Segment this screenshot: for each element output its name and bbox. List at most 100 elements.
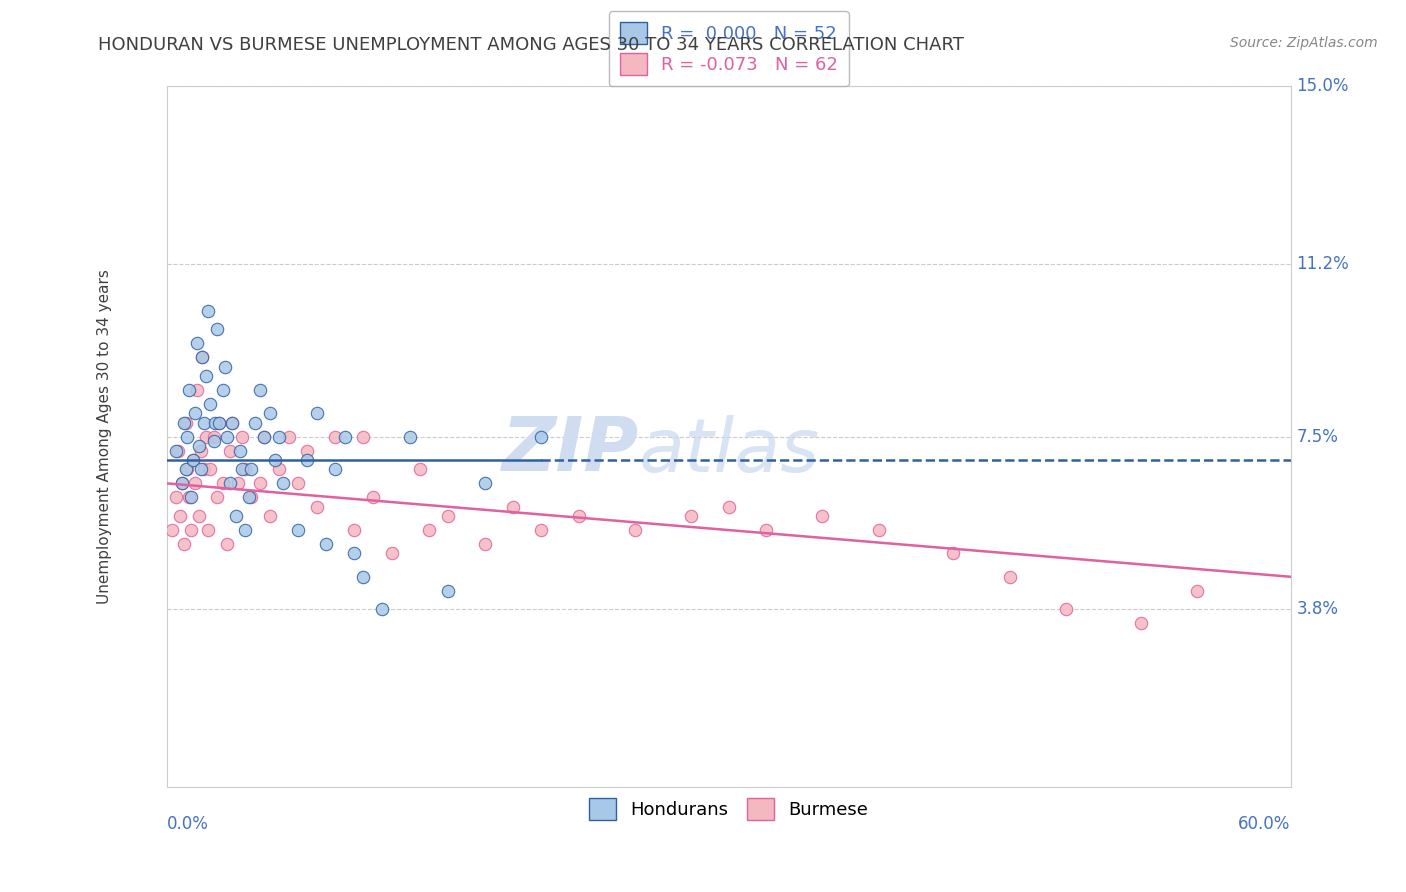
Point [198,462,221,476]
Point [180,523,202,537]
Point [1129,616,1152,631]
Text: 15.0%: 15.0% [1296,78,1348,95]
Point [165,491,187,505]
Point [624,523,647,537]
Point [942,546,965,560]
Point [343,546,366,560]
Point [195,368,218,383]
Point [259,509,281,524]
Point [353,570,375,584]
Text: Unemployment Among Ages 30 to 34 years: Unemployment Among Ages 30 to 34 years [97,269,112,604]
Point [170,476,193,491]
Text: 11.2%: 11.2% [1296,255,1348,273]
Legend: Hondurans, Burmese: Hondurans, Burmese [582,790,876,827]
Point [179,383,201,397]
Point [198,397,221,411]
Point [530,430,553,444]
Point [264,453,287,467]
Point [212,383,235,397]
Point [176,462,198,476]
Point [998,570,1021,584]
Point [325,430,347,444]
Point [197,303,219,318]
Point [193,462,215,476]
Point [221,416,243,430]
Point [195,430,218,444]
Point [371,602,394,616]
Point [243,416,266,430]
Point [408,462,430,476]
Point [755,523,778,537]
Point [238,491,260,505]
Point [253,430,276,444]
Point [474,476,496,491]
Point [249,383,271,397]
Point [179,491,201,505]
Point [269,430,291,444]
Point [249,476,271,491]
Point [231,462,253,476]
Point [170,476,193,491]
Point [191,351,214,365]
Point [165,443,187,458]
Point [207,322,229,336]
Point [219,443,242,458]
Point [162,523,184,537]
Point [297,443,319,458]
Point [187,439,209,453]
Point [167,443,190,458]
Point [180,491,202,505]
Point [231,430,253,444]
Point [173,416,195,430]
Point [305,500,328,514]
Text: HONDURAN VS BURMESE UNEMPLOYMENT AMONG AGES 30 TO 34 YEARS CORRELATION CHART: HONDURAN VS BURMESE UNEMPLOYMENT AMONG A… [98,36,965,54]
Point [229,443,252,458]
Point [169,509,191,524]
Point [287,476,309,491]
Point [315,537,337,551]
Point [717,500,740,514]
Point [173,537,195,551]
Point [226,476,249,491]
Point [681,509,703,524]
Text: 0.0%: 0.0% [167,815,208,833]
Point [568,509,591,524]
Point [811,509,834,524]
Point [197,523,219,537]
Point [287,523,309,537]
Text: ZIP: ZIP [502,414,638,487]
Point [174,416,197,430]
Point [207,491,229,505]
Point [235,523,257,537]
Point [215,430,238,444]
Point [399,430,422,444]
Point [1054,602,1077,616]
Point [305,406,328,420]
Point [221,416,243,430]
Point [530,523,553,537]
Point [202,430,225,444]
Point [181,453,204,467]
Point [193,416,215,430]
Point [269,462,291,476]
Point [208,416,231,430]
Point [353,430,375,444]
Point [380,546,402,560]
Point [297,453,319,467]
Point [202,434,225,449]
Point [259,406,281,420]
Point [187,509,209,524]
Point [271,476,294,491]
Point [191,351,214,365]
Point [190,462,212,476]
Point [208,416,231,430]
Point [219,476,242,491]
Point [502,500,524,514]
Point [176,430,198,444]
Text: 3.8%: 3.8% [1296,600,1339,618]
Point [225,509,247,524]
Point [190,443,212,458]
Point [253,430,276,444]
Point [868,523,890,537]
Text: 60.0%: 60.0% [1239,815,1291,833]
